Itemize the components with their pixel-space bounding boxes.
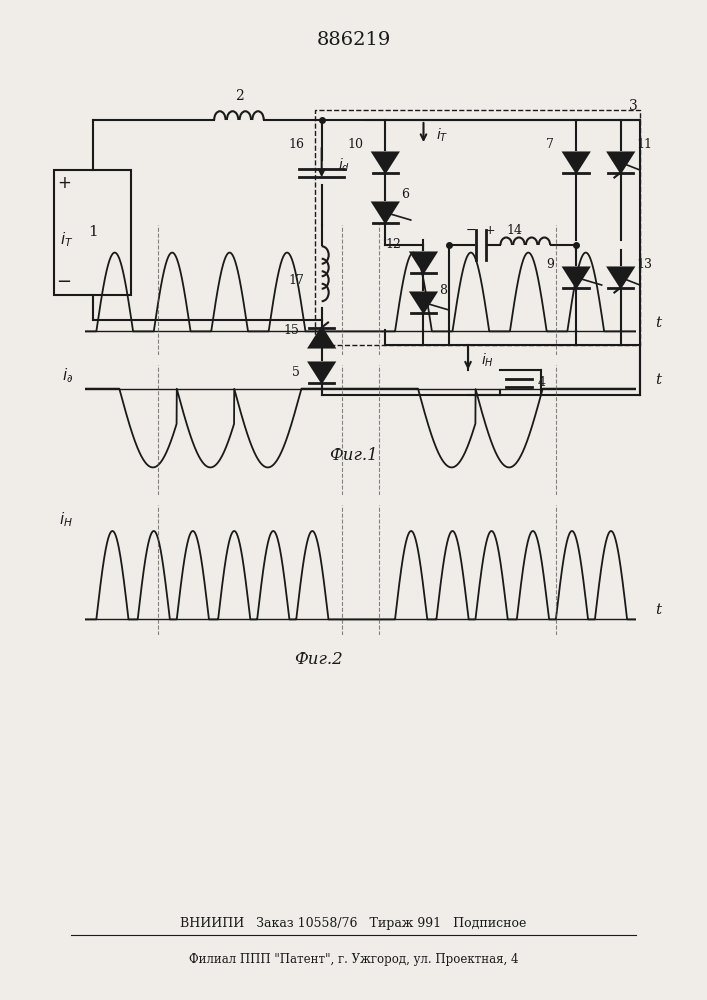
Text: 6: 6	[402, 188, 409, 202]
Text: +: +	[57, 174, 71, 192]
Bar	[315, 110, 640, 345]
Text: t: t	[655, 603, 661, 617]
Polygon shape	[563, 267, 589, 288]
Polygon shape	[309, 362, 334, 382]
Text: $i_T$: $i_T$	[436, 126, 449, 144]
Text: −: −	[57, 273, 71, 292]
Text: 5: 5	[291, 366, 300, 379]
Text: $i_d$: $i_d$	[338, 156, 350, 174]
Text: 16: 16	[288, 138, 304, 151]
Text: 10: 10	[347, 138, 363, 151]
Polygon shape	[373, 202, 398, 223]
Text: 7: 7	[546, 138, 554, 151]
Text: 1: 1	[88, 226, 98, 239]
Polygon shape	[411, 292, 436, 312]
Text: 13: 13	[637, 258, 653, 271]
Text: 8: 8	[440, 284, 448, 296]
Text: 9: 9	[546, 258, 554, 271]
Text: 11: 11	[637, 138, 653, 151]
Polygon shape	[608, 152, 633, 172]
Bar	[54, 170, 131, 295]
Polygon shape	[411, 252, 436, 272]
Text: $i_H$: $i_H$	[59, 511, 74, 529]
Polygon shape	[608, 267, 633, 288]
Text: Фиг.2: Фиг.2	[294, 652, 342, 668]
Text: 17: 17	[288, 273, 304, 286]
Text: 2: 2	[235, 89, 243, 103]
Text: Фиг.1: Фиг.1	[329, 446, 378, 464]
Polygon shape	[309, 328, 334, 348]
Text: 14: 14	[506, 224, 522, 236]
Text: −: −	[466, 224, 477, 236]
Text: 4: 4	[538, 376, 546, 389]
Text: $i_T$: $i_T$	[60, 230, 74, 249]
Text: $i_\partial$: $i_\partial$	[62, 366, 74, 385]
Polygon shape	[563, 152, 589, 172]
Text: +: +	[485, 224, 496, 236]
Text: t: t	[655, 373, 661, 387]
Text: 15: 15	[284, 324, 300, 336]
Text: 12: 12	[385, 238, 402, 251]
Text: Филиал ППП "Патент", г. Ужгород, ул. Проектная, 4: Филиал ППП "Патент", г. Ужгород, ул. Про…	[189, 953, 518, 966]
Text: ВНИИПИ   Заказ 10558/76   Тираж 991   Подписное: ВНИИПИ Заказ 10558/76 Тираж 991 Подписно…	[180, 917, 527, 930]
Text: 886219: 886219	[316, 31, 391, 49]
Text: t: t	[655, 316, 661, 330]
Text: 3: 3	[629, 99, 638, 112]
Polygon shape	[373, 152, 398, 172]
Text: $i_H$: $i_H$	[481, 351, 493, 369]
